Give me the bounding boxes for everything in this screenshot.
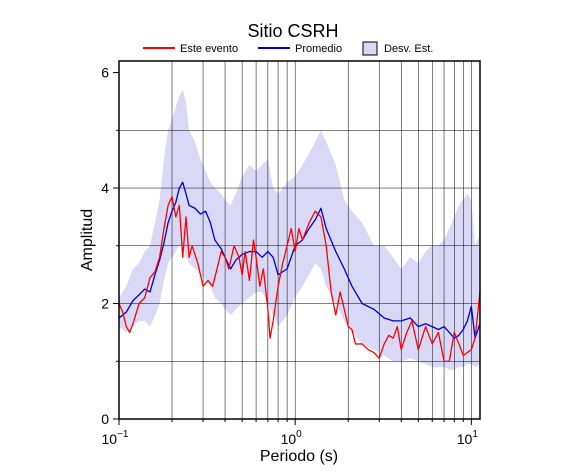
y-tick-labels: 0 2 4 6 [101,65,109,427]
series-layer [118,181,481,362]
x-axis-label: Periodo (s) [260,448,338,465]
legend-swatch-desv-est [362,41,378,56]
y-tick-label: 6 [101,65,109,81]
legend-label-promedio: Promedio [295,43,342,55]
chart-title: Sitio CSRH [247,21,338,41]
y-tick-label: 2 [101,296,109,312]
series-line-promedio [118,181,481,339]
legend-label-este-evento: Este evento [180,43,238,55]
x-tick-label: 10−1 [102,429,129,447]
x-tick-label: 100 [281,429,303,447]
legend: Este evento Promedio Desv. Est. [143,41,433,56]
y-tick-label: 4 [101,180,109,196]
legend-label-desv-est: Desv. Est. [384,43,433,55]
series-line-este-evento [118,196,481,362]
plot-frame [118,60,481,420]
x-tick-labels: 10−1 100 101 [102,429,479,447]
grid-layer [118,61,480,419]
tick-layer [113,72,472,425]
y-tick-label: 0 [101,411,109,427]
x-tick-label: 101 [457,429,479,447]
y-axis-label: Amplitud [79,209,96,271]
